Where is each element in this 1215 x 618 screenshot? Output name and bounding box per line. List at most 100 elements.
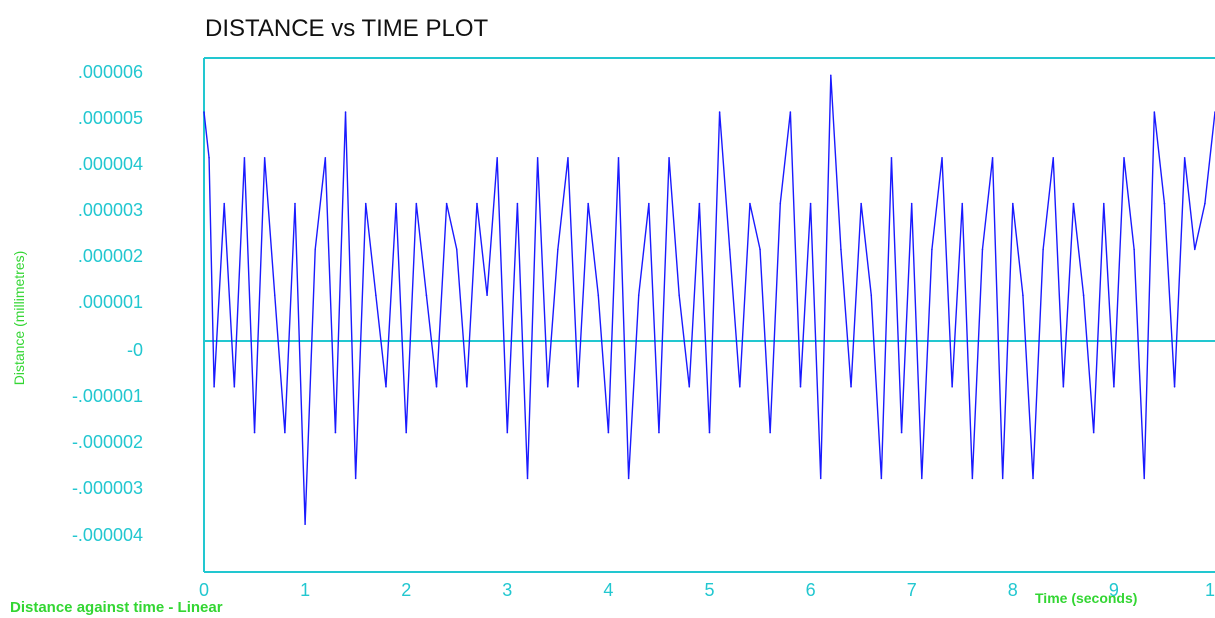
data-point <box>648 202 650 205</box>
data-point <box>627 477 630 480</box>
y-tick-label: .000005 <box>78 108 143 128</box>
data-point <box>1012 202 1014 205</box>
data-point <box>223 202 226 205</box>
data-point <box>617 157 620 159</box>
data-point <box>405 431 408 434</box>
data-point <box>739 386 741 388</box>
data-point <box>1102 202 1105 205</box>
y-tick-label: -.000001 <box>72 386 143 406</box>
x-tick-label: 4 <box>603 580 613 600</box>
y-tick-label: -0 <box>127 340 143 360</box>
y-tick-label: .000003 <box>78 200 143 220</box>
data-point <box>496 157 498 159</box>
data-point <box>1001 477 1004 480</box>
y-tick-label: -.000003 <box>72 478 143 498</box>
data-point <box>213 386 215 388</box>
data-point <box>577 386 579 388</box>
data-point <box>324 157 327 159</box>
data-point <box>435 386 438 388</box>
data-point <box>658 431 660 434</box>
data-point <box>294 202 296 205</box>
data-point <box>476 202 478 205</box>
data-point <box>809 202 812 205</box>
data-point <box>1052 157 1055 159</box>
data-point <box>273 294 276 297</box>
data-point <box>334 431 337 434</box>
x-tick-label: 9 <box>1109 580 1119 600</box>
data-point <box>1204 202 1206 205</box>
data-point <box>1193 248 1196 251</box>
y-tick-label: .000004 <box>78 154 143 174</box>
data-point <box>526 477 529 480</box>
data-point <box>991 157 994 159</box>
chart-title: DISTANCE vs TIME PLOT <box>205 15 488 42</box>
data-point <box>385 386 387 388</box>
data-point <box>1153 111 1156 113</box>
x-tick-label: 8 <box>1008 580 1018 600</box>
x-axis-label: Time (seconds) <box>1035 590 1137 606</box>
distance-series-line <box>203 75 1215 525</box>
data-point <box>668 157 670 159</box>
data-point <box>1022 294 1024 297</box>
data-point <box>284 431 286 434</box>
y-tick-label: .000001 <box>78 292 143 312</box>
y-tick-label: .000006 <box>78 62 143 82</box>
chart-caption: Distance against time - Linear <box>10 599 223 616</box>
data-point <box>425 294 428 297</box>
data-point <box>344 111 347 113</box>
data-point <box>850 386 852 388</box>
y-tick-label: -.000002 <box>72 432 143 452</box>
x-tick-label: 6 <box>806 580 816 600</box>
y-tick-label: .000002 <box>78 246 143 266</box>
data-point <box>759 248 761 251</box>
y-tick-label: -.000004 <box>72 525 143 545</box>
data-point <box>364 202 367 205</box>
data-point <box>1143 477 1146 480</box>
data-point <box>870 294 873 297</box>
axes-group <box>203 57 1215 573</box>
data-point <box>587 202 589 205</box>
y-axis-label: Distance (millimetres) <box>11 251 27 386</box>
data-point <box>1113 386 1115 388</box>
data-point <box>208 157 210 159</box>
data-point <box>597 294 600 297</box>
x-tick-label: 5 <box>704 580 714 600</box>
data-point <box>607 431 610 434</box>
data-point <box>860 202 862 205</box>
data-point <box>557 248 559 251</box>
data-point <box>395 202 397 205</box>
data-point <box>698 202 701 205</box>
data-point <box>688 386 691 388</box>
data-point <box>951 386 953 388</box>
x-tick-label: 7 <box>907 580 917 600</box>
data-point <box>486 294 488 297</box>
data-point <box>567 157 569 159</box>
data-point <box>263 157 266 159</box>
ticks-group: 0 1 2 3 4 5 6 7 8 9 10 .000006 .000005 .000004 .000003… <box>72 62 1215 600</box>
series-group <box>203 74 1215 525</box>
data-point <box>1133 248 1135 251</box>
data-point <box>546 386 549 388</box>
data-point <box>314 248 317 251</box>
data-point <box>789 111 792 113</box>
data-point <box>931 248 933 251</box>
data-point <box>678 294 680 297</box>
data-point <box>506 431 509 434</box>
data-point <box>921 477 923 480</box>
data-point <box>830 74 832 77</box>
data-point <box>637 294 640 297</box>
data-point <box>1173 386 1176 388</box>
data-point <box>718 111 721 113</box>
data-point <box>900 431 903 434</box>
x-tick-label: 0 <box>199 580 209 600</box>
data-point <box>971 477 974 480</box>
data-point <box>233 386 236 388</box>
data-point <box>799 386 802 388</box>
data-point <box>375 294 377 297</box>
data-point <box>415 202 418 205</box>
data-point <box>961 202 964 205</box>
data-point <box>1082 294 1085 297</box>
data-point <box>819 477 822 480</box>
